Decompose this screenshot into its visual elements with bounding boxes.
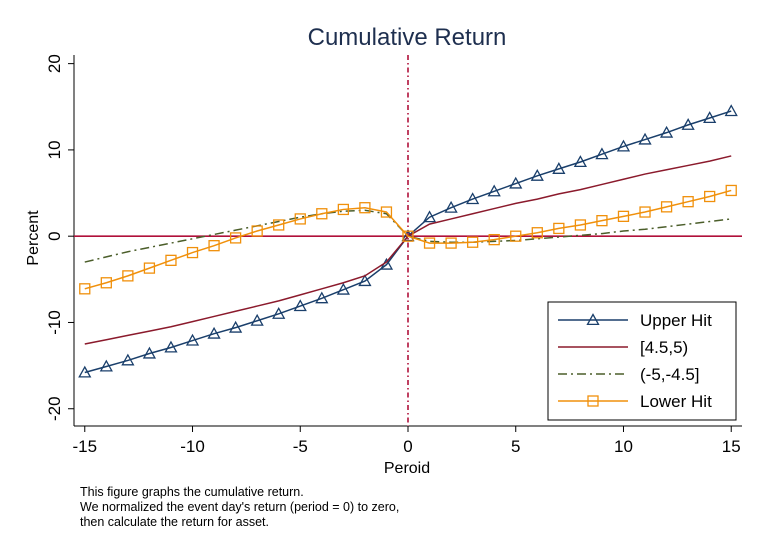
y-tick-label: -20 (45, 396, 64, 421)
y-tick-label: 10 (45, 140, 64, 159)
x-tick-label: -10 (180, 437, 205, 456)
data-point (316, 208, 328, 220)
legend-marker (586, 313, 600, 326)
data-point (510, 230, 522, 242)
data-point (186, 246, 199, 259)
data-point (595, 147, 609, 160)
y-axis-label: Percent (25, 210, 42, 266)
data-point (122, 270, 134, 282)
data-point (638, 132, 652, 145)
data-point (574, 219, 587, 231)
x-tick-label: 0 (403, 437, 412, 456)
data-point (445, 237, 457, 249)
data-point (79, 283, 91, 295)
legend-item: Upper Hit (558, 311, 712, 330)
data-point (293, 299, 307, 312)
data-point (100, 277, 112, 289)
data-point (164, 340, 178, 353)
data-point (272, 306, 286, 319)
data-point (294, 213, 306, 225)
data-point (207, 326, 221, 339)
data-point (121, 353, 135, 366)
x-tick-label: -5 (293, 437, 308, 456)
legend-label: [4.5,5) (640, 338, 688, 357)
y-tick-label: 20 (45, 54, 64, 73)
legend-item: Lower Hit (558, 392, 712, 411)
data-point (229, 232, 242, 244)
plot-area: -15 -10 -5 0 5 10 15 -20 -10 0 10 20 Upper Hit [4.5,5… (45, 54, 742, 456)
legend-item: [4.5,5) (558, 338, 688, 357)
data-point (402, 230, 414, 242)
data-point (704, 190, 716, 203)
data-point (639, 206, 651, 218)
data-point (380, 206, 393, 218)
data-point (531, 227, 543, 239)
y-tick-label: 0 (45, 231, 64, 240)
data-point (617, 210, 630, 222)
series-Lower Hit (79, 184, 737, 295)
data-point (273, 219, 285, 231)
chart: Cumulative Return Peroid Percent -15 -10-… (25, 24, 742, 477)
data-point (682, 196, 694, 208)
y-tick-label: -10 (45, 310, 64, 335)
data-point (422, 210, 437, 223)
legend: Upper Hit [4.5,5) (-5,-4.5] Lower Hit (547, 301, 737, 421)
series-line (84, 189, 732, 290)
data-point (251, 225, 263, 237)
x-axis-label: Peroid (384, 460, 430, 477)
data-point (703, 111, 717, 124)
x-tick-label: 15 (722, 437, 741, 456)
data-point (552, 162, 566, 174)
data-point (250, 313, 264, 326)
data-point (336, 282, 350, 295)
data-point (466, 192, 480, 205)
legend-label: Upper Hit (640, 311, 712, 330)
data-point (337, 203, 350, 216)
data-point (725, 184, 737, 197)
x-tick-label: 10 (614, 437, 633, 456)
figure-note-line-1: This figure graphs the cumulative return… (80, 485, 304, 499)
figure-note-line-2: We normalized the event day's return (pe… (80, 500, 400, 514)
series-(-5,-4.5] (84, 209, 732, 263)
data-point (358, 274, 372, 287)
data-point (553, 222, 565, 235)
data-point (659, 125, 674, 138)
figure-note-line-3: then calculate the return for asset. (80, 515, 269, 529)
data-point (724, 104, 738, 117)
data-point (229, 320, 243, 333)
data-point (466, 236, 479, 248)
data-point (142, 346, 157, 359)
data-point (315, 291, 329, 304)
series-line (84, 209, 732, 263)
legend-item: (-5,-4.5] (558, 365, 700, 384)
x-tick-label: 5 (511, 437, 520, 456)
data-point (165, 254, 177, 266)
data-point (616, 139, 631, 152)
x-tick-label: -15 (72, 437, 97, 456)
data-point (487, 184, 501, 197)
legend-label: Lower Hit (640, 392, 712, 411)
data-point (78, 365, 92, 378)
data-point (359, 202, 371, 214)
chart-title: Cumulative Return (308, 24, 507, 51)
data-point (423, 237, 436, 249)
data-point (99, 359, 113, 372)
data-point (509, 176, 523, 189)
data-point (573, 155, 587, 168)
data-point (530, 168, 544, 181)
data-point (143, 262, 156, 274)
data-point (185, 333, 200, 346)
legend-label: (-5,-4.5] (640, 365, 700, 384)
data-point (660, 201, 673, 213)
data-point (681, 118, 695, 130)
data-point (208, 240, 220, 252)
data-point (488, 233, 500, 246)
data-point (596, 215, 608, 227)
legend-marker (587, 395, 599, 407)
data-point (444, 200, 458, 213)
